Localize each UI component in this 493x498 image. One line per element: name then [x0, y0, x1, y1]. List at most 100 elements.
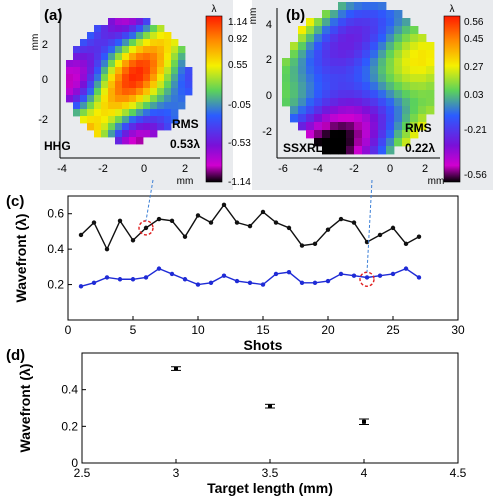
map-cell: [122, 123, 130, 131]
map-cell: [338, 146, 347, 155]
map-cell: [290, 66, 299, 75]
map-cell: [157, 81, 165, 89]
map-cell: [378, 50, 387, 59]
data-point: [221, 273, 227, 278]
map-cell: [354, 42, 363, 51]
map-cell: [164, 32, 172, 40]
map-cell: [330, 74, 339, 83]
map-cell: [73, 60, 81, 68]
map-cell: [386, 74, 395, 83]
map-cell: [330, 82, 339, 91]
map-cell: [402, 82, 411, 91]
map-cell: [362, 82, 371, 91]
map-cell: [346, 114, 355, 123]
map-cell: [370, 2, 379, 11]
map-cell: [73, 74, 81, 82]
map-cell: [108, 123, 116, 131]
map-cell: [314, 18, 323, 27]
map-cell: [178, 88, 186, 96]
data-point: [338, 271, 344, 277]
map-cell: [418, 122, 427, 131]
map-cell: [378, 10, 387, 19]
map-cell: [314, 106, 323, 115]
data-point: [273, 271, 279, 277]
map-cell: [402, 42, 411, 51]
panel-b-x-tick: 0: [387, 163, 393, 175]
map-cell: [354, 90, 363, 99]
map-cell: [101, 95, 109, 103]
map-cell: [338, 42, 347, 51]
map-cell: [164, 102, 172, 110]
map-cell: [338, 98, 347, 107]
map-cell: [80, 39, 88, 47]
map-cell: [410, 42, 419, 51]
map-cell: [122, 25, 130, 33]
map-cell: [346, 146, 355, 155]
data-point: [195, 282, 201, 287]
data-point: [104, 246, 110, 252]
map-cell: [378, 138, 387, 147]
map-cell: [150, 88, 158, 96]
data-point: [286, 225, 292, 231]
map-cell: [322, 90, 331, 99]
map-cell: [122, 32, 130, 40]
map-cell: [298, 98, 307, 107]
map-cell: [402, 90, 411, 99]
colorbar-b-tick: 0.56: [464, 17, 484, 28]
map-cell: [322, 98, 331, 107]
x-tick-label: 20: [321, 323, 335, 337]
map-cell: [129, 123, 137, 131]
map-cell: [370, 58, 379, 67]
map-cell: [129, 46, 137, 54]
map-cell: [157, 123, 165, 131]
map-cell: [362, 58, 371, 67]
map-cell: [178, 81, 186, 89]
map-cell: [362, 146, 371, 155]
map-cell: [370, 138, 379, 147]
map-cell: [94, 32, 102, 40]
map-cell: [101, 102, 109, 110]
map-cell: [101, 39, 109, 47]
panel-b-y-tick: 4: [266, 19, 272, 31]
panel-b-x-tick: -4: [313, 163, 323, 175]
x-tick-label: 3: [173, 466, 180, 480]
map-cell: [354, 98, 363, 107]
wavefront-map-ssxrl: [282, 2, 435, 155]
map-cell: [402, 26, 411, 35]
map-cell: [129, 39, 137, 47]
map-cell: [386, 42, 395, 51]
map-cell: [122, 137, 130, 145]
panel-b-y-tick: 2: [266, 54, 272, 66]
data-point: [390, 225, 396, 231]
map-cell: [362, 90, 371, 99]
x-tick-label: 4: [361, 466, 368, 480]
data-point: [182, 277, 188, 282]
map-cell: [322, 106, 331, 115]
map-cell: [136, 53, 144, 61]
map-cell: [171, 95, 179, 103]
map-cell: [115, 109, 123, 117]
map-cell: [362, 50, 371, 59]
map-cell: [150, 60, 158, 68]
map-cell: [322, 122, 331, 131]
map-cell: [330, 130, 339, 139]
map-cell: [346, 122, 355, 131]
map-cell: [101, 81, 109, 89]
map-cell: [143, 74, 151, 82]
map-cell: [426, 74, 435, 83]
data-point: [174, 366, 178, 371]
map-cell: [136, 137, 144, 145]
map-cell: [164, 60, 172, 68]
chart-wavefront-vs-shots: 0 5 10 15 20 25 30 0.2 0.4 0.6: [47, 195, 465, 337]
map-cell: [164, 109, 172, 117]
map-cell: [330, 122, 339, 131]
map-cell: [136, 102, 144, 110]
map-cell: [115, 95, 123, 103]
map-cell: [386, 18, 395, 27]
map-cell: [157, 116, 165, 124]
colorbar-a: [205, 15, 223, 183]
map-cell: [322, 130, 331, 139]
data-point: [362, 419, 366, 424]
map-cell: [129, 130, 137, 138]
map-cell: [143, 46, 151, 54]
